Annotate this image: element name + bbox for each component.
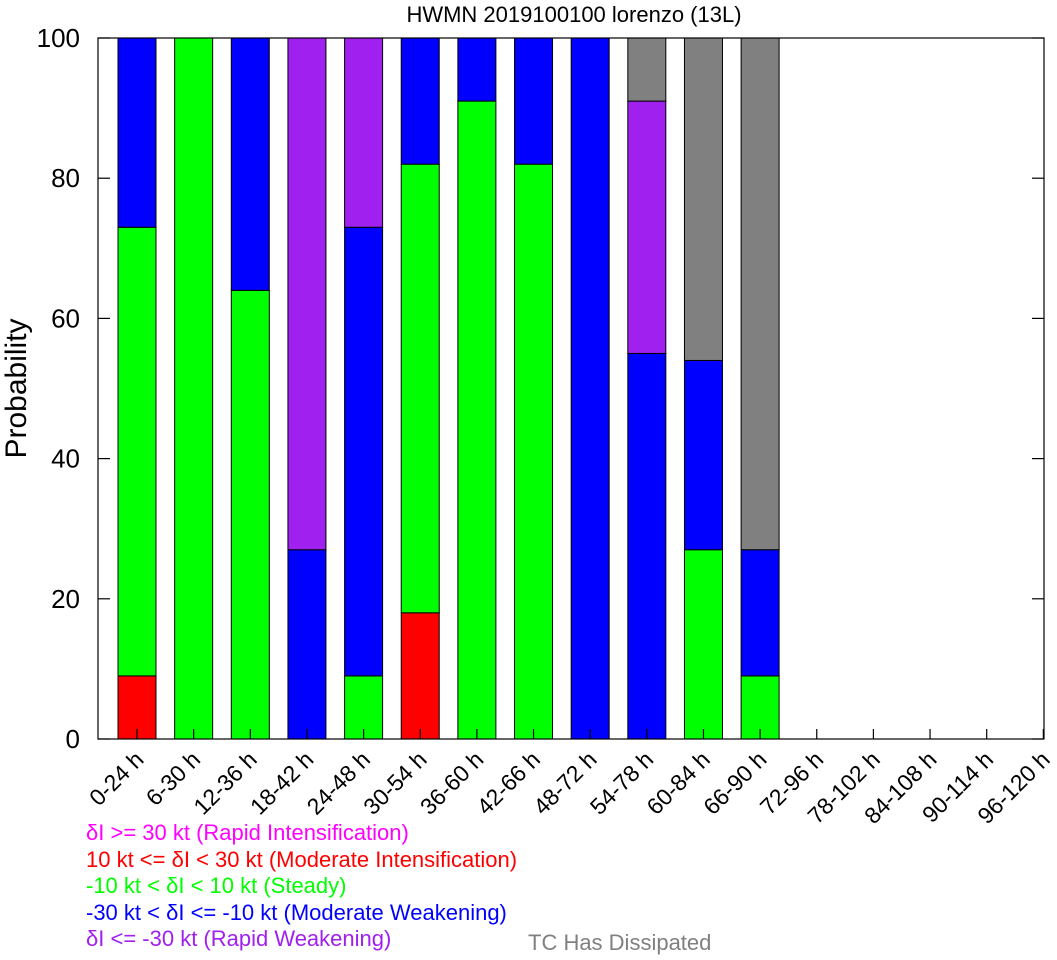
bar-segment-2-1 [230, 289, 270, 740]
bar-segment-2-2 [230, 37, 270, 291]
bar-segment-10-1 [683, 549, 723, 740]
bar-segment-8-2 [570, 37, 610, 740]
bar-segment-0-1 [117, 226, 157, 677]
bar-segment-9-5 [627, 37, 667, 102]
bar-segment-10-5 [683, 37, 723, 361]
x-tick-label: 48-72 h [528, 746, 602, 820]
x-tick-label: 0-24 h [84, 746, 149, 811]
bar-segment-7-2 [514, 37, 554, 165]
plot-frame [97, 37, 1045, 740]
y-tick-label: 20 [51, 584, 80, 614]
x-tick-label: 60-84 h [641, 746, 715, 820]
bar-segment-7-1 [514, 163, 554, 740]
x-tick-label: 12-36 h [188, 746, 262, 820]
bar-segment-5-1 [400, 163, 440, 614]
bar-segment-11-2 [740, 549, 780, 677]
chart-title: HWMN 2019100100 lorenzo (13L) [406, 2, 741, 27]
legend-item-0: δI >= 30 kt (Rapid Intensification) [86, 820, 409, 845]
y-axis-label: Probability [0, 318, 33, 458]
y-tick-label: 0 [66, 724, 80, 754]
x-tick-label: 30-54 h [358, 746, 432, 820]
bar-segment-10-2 [683, 359, 723, 551]
bar-segment-11-5 [740, 37, 780, 551]
y-tick-label: 80 [51, 163, 80, 193]
x-tick-label: 66-90 h [698, 746, 772, 820]
legend: δI >= 30 kt (Rapid Intensification) 10 kt… [86, 820, 517, 953]
bar-segment-6-1 [457, 100, 497, 740]
x-tick-label: 24-48 h [302, 746, 376, 820]
bar-segment-4-2 [344, 226, 384, 677]
legend-item-4: δI <= -30 kt (Rapid Weakening) [86, 926, 392, 951]
bar-segment-9-2 [627, 352, 667, 740]
y-tick-label: 60 [51, 303, 80, 333]
bar-segment-3-3 [287, 37, 327, 551]
bar-segment-5-2 [400, 37, 440, 165]
bar-segment-3-2 [287, 549, 327, 740]
x-tick-label: 54-78 h [585, 746, 659, 820]
legend-item-1: 10 kt <= δI < 30 kt (Moderate Intensific… [86, 846, 518, 872]
legend-item-3: -30 kt < δI <= -10 kt (Moderate Weakenin… [86, 899, 507, 925]
bar-segment-6-2 [457, 37, 497, 102]
bar-segment-0-0 [117, 675, 157, 740]
x-tick-label: 36-60 h [415, 746, 489, 820]
bar-segment-4-1 [344, 675, 384, 740]
legend-item-2: -10 kt < δI < 10 kt (Steady) [86, 873, 347, 898]
bar-segment-5-0 [400, 612, 440, 740]
bars-group [117, 37, 780, 740]
bar-segment-4-3 [344, 37, 384, 228]
bar-segment-9-3 [627, 100, 667, 354]
x-tick-label: 42-66 h [472, 746, 546, 820]
y-tick-label: 100 [37, 23, 80, 53]
legend-item-dissipated: TC Has Dissipated [528, 930, 712, 955]
x-tick-label: 18-42 h [245, 746, 319, 820]
y-tick-label: 40 [51, 444, 80, 474]
bar-segment-0-2 [117, 37, 157, 228]
bar-segment-1-1 [174, 37, 214, 740]
